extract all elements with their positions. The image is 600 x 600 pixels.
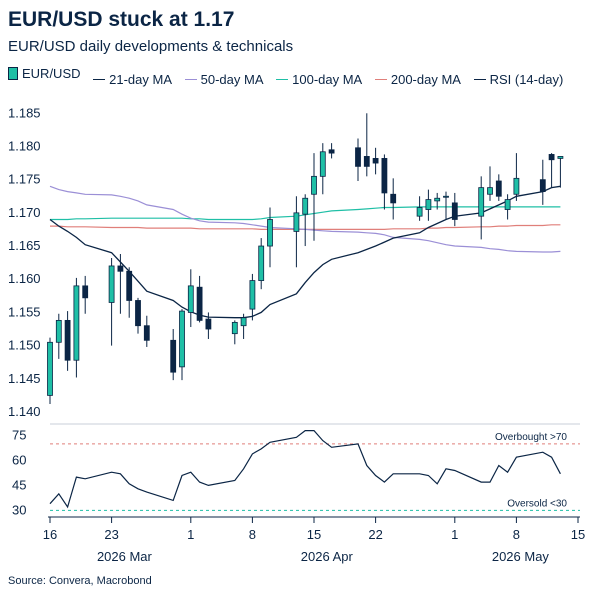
candle-down xyxy=(381,158,388,194)
candle-down xyxy=(117,265,124,272)
legend-item-ma100: 100-day MA xyxy=(276,72,362,87)
candle-up xyxy=(425,199,432,210)
legend-swatch-ma21 xyxy=(93,79,106,80)
overbought-label: Overbought >70 xyxy=(495,432,567,443)
x-month-label: 2026 May xyxy=(492,549,550,564)
source-note: Source: Convera, Macrobond xyxy=(8,575,152,587)
price-tick-label: 1.155 xyxy=(8,304,41,319)
x-tick-label: 1 xyxy=(187,527,194,542)
candle-up xyxy=(249,280,256,310)
legend-label-ma100: 100-day MA xyxy=(292,72,363,87)
x-tick-label: 8 xyxy=(249,527,256,542)
candle-down xyxy=(390,193,397,204)
legend-item-eurusd: EUR/USD xyxy=(8,66,81,81)
x-month-label: 2026 Apr xyxy=(301,549,354,564)
candle-down xyxy=(64,319,71,361)
candle-up xyxy=(513,177,520,195)
candle-up xyxy=(416,207,423,217)
legend-label-rsi: RSI (14-day) xyxy=(489,72,564,87)
candle-down xyxy=(451,202,458,220)
x-tick-label: 1 xyxy=(451,527,458,542)
candle-up xyxy=(267,219,273,247)
candle-down xyxy=(143,325,150,341)
candle-down xyxy=(363,156,370,167)
x-tick-label: 15 xyxy=(571,527,585,542)
price-tick-label: 1.145 xyxy=(8,371,41,386)
legend-swatch-candle xyxy=(8,67,18,80)
rsi-tick-label: 75 xyxy=(12,428,26,443)
candle-down xyxy=(126,270,133,301)
legend-item-ma50: 50-day MA xyxy=(184,72,264,87)
x-tick-label: 22 xyxy=(368,527,382,542)
candle-down xyxy=(372,158,379,164)
candle-up xyxy=(504,199,511,210)
price-tick-label: 1.180 xyxy=(8,138,41,153)
x-tick-label: 23 xyxy=(104,527,118,542)
rsi-tick-label: 45 xyxy=(12,477,26,492)
x-tick-label: 15 xyxy=(307,527,321,542)
candle-down xyxy=(82,285,89,299)
price-tick-label: 1.160 xyxy=(8,271,41,286)
price-tick-label: 1.140 xyxy=(8,404,41,419)
legend-item-rsi: RSI (14-day) xyxy=(473,72,564,87)
candle-up xyxy=(55,319,62,343)
candle-up xyxy=(240,317,247,327)
chart-legend: EUR/USD 21-day MA 50-day MA 100-day MA 2… xyxy=(8,66,572,87)
x-tick-label: 16 xyxy=(43,527,57,542)
candle-up xyxy=(108,265,115,303)
candle-up xyxy=(311,175,317,195)
legend-label-ma200: 200-day MA xyxy=(390,72,461,87)
candle-up xyxy=(319,151,326,177)
candle-down xyxy=(170,339,177,373)
legend-label-ma50: 50-day MA xyxy=(200,72,264,87)
oversold-label: Oversold <30 xyxy=(507,498,567,509)
legend-label-ma21: 21-day MA xyxy=(109,72,173,87)
candle-up xyxy=(47,341,53,396)
x-tick-label: 8 xyxy=(513,527,520,542)
legend-swatch-rsi xyxy=(473,79,486,80)
candle-up xyxy=(478,187,485,217)
rsi-tick-label: 60 xyxy=(12,453,26,468)
candle-down xyxy=(355,147,361,167)
candle-up xyxy=(258,245,265,281)
price-tick-label: 1.170 xyxy=(8,205,41,220)
candle-down xyxy=(135,300,141,327)
candle-up xyxy=(487,187,493,195)
price-tick-label: 1.165 xyxy=(8,238,41,253)
candle-up xyxy=(231,321,238,335)
price-tick-label: 1.175 xyxy=(8,172,41,187)
candle-up xyxy=(73,285,80,361)
candle-up xyxy=(179,310,185,368)
legend-swatch-ma200 xyxy=(374,79,387,80)
legend-swatch-ma50 xyxy=(184,79,197,80)
candle-down xyxy=(495,180,502,197)
rsi-tick-label: 30 xyxy=(12,502,26,517)
legend-swatch-ma100 xyxy=(276,79,289,80)
candle-up xyxy=(293,212,300,232)
x-month-label: 2026 Mar xyxy=(97,549,153,564)
rsi-line xyxy=(49,430,561,509)
candle-down xyxy=(328,149,335,154)
candle-up xyxy=(557,156,564,159)
legend-item-ma21: 21-day MA xyxy=(93,72,172,87)
legend-item-ma200: 200-day MA xyxy=(374,72,461,87)
candle-up xyxy=(434,197,441,202)
candle-down xyxy=(205,318,212,330)
candle-down xyxy=(548,154,555,161)
candle-up xyxy=(187,285,194,313)
chart-title: EUR/USD stuck at 1.17 xyxy=(8,8,235,31)
price-tick-label: 1.150 xyxy=(8,338,41,353)
candle-down xyxy=(196,286,203,321)
candle-down xyxy=(539,179,546,193)
chart-subtitle: EUR/USD daily developments & technicals xyxy=(8,38,294,55)
price-tick-label: 1.185 xyxy=(8,105,41,120)
candle-up xyxy=(302,197,309,215)
candle-up xyxy=(443,195,449,198)
legend-label-eurusd: EUR/USD xyxy=(22,66,81,81)
